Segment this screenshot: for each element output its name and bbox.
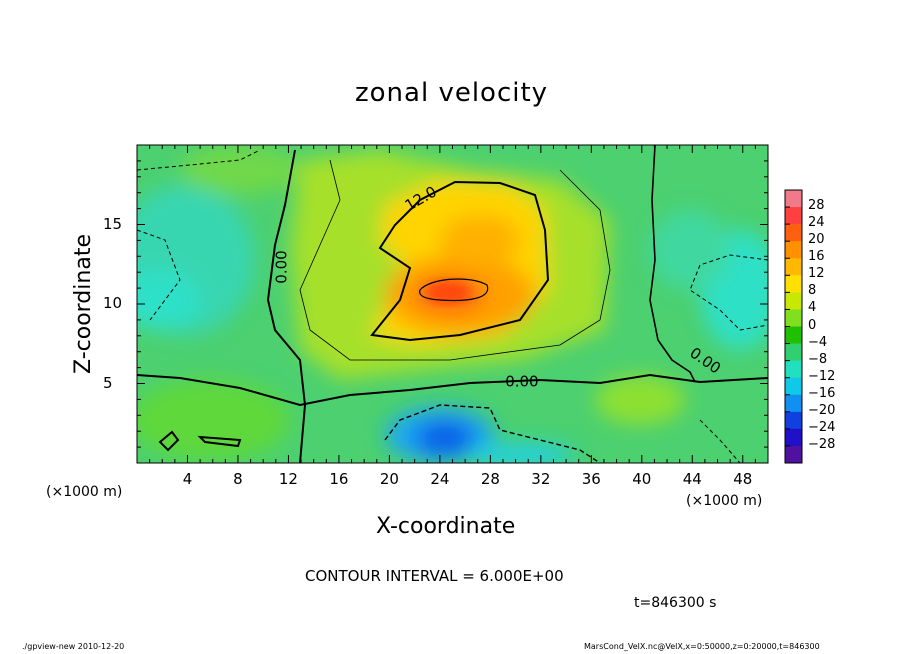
x-tick-label: 44 [682,470,702,488]
contour-0-right [649,145,696,383]
contour-0-small2 [197,435,242,448]
colorbar-segment [785,326,802,345]
contour-12 [370,180,550,342]
colorbar-segment [785,207,802,225]
x-tick-label: 36 [581,470,601,488]
colorbar-segment [785,309,802,327]
velocity-field [137,145,768,463]
colorbar-label: 0 [808,317,817,333]
y-tick-label: 5 [103,373,113,392]
colorbar-segment [785,224,802,242]
footer-left: ./gpview-new 2010-12-20 [22,642,125,651]
colorbar-segment [785,445,802,464]
colorbar-label: −20 [808,402,836,418]
colorbar-segment [785,241,802,259]
contour-neg6-left [137,149,261,321]
x-unit-right: (×1000 m) [686,493,763,509]
contour-neg6-bottom [384,404,601,463]
contour-18 [419,278,489,302]
colorbar-label: 16 [808,249,825,265]
x-tick-label: 32 [531,470,551,488]
y-tick-label: 15 [103,214,123,233]
x-tick-label: 4 [182,470,193,488]
colorbar-segment [785,411,802,430]
colorbar-label: −12 [808,368,836,384]
x-tick-label: 12 [278,470,298,488]
axis-ticks [137,145,768,463]
colorbar-label: −8 [808,351,828,367]
contour-interval: CONTOUR INTERVAL = 6.000E+00 [305,567,564,585]
contour-lines [137,145,768,463]
x-unit-left: (×1000 m) [46,484,123,500]
x-tick-label: 16 [329,470,349,488]
contour-label: 0.00 [272,250,291,285]
colorbar-segment [785,360,802,379]
colorbar-label: 8 [808,283,817,299]
footer-right: MarsCond_VelX.nc@VelX,x=0:50000,z=0:2000… [584,642,820,651]
colorbar-label: 20 [808,232,825,248]
time-label: t=846300 s [634,595,717,611]
x-tick-label: 20 [379,470,399,488]
colorbar-segment [785,428,802,447]
colorbar-label: 28 [808,198,825,214]
contour-0-bottom [137,373,768,407]
contour-6-thin [299,159,611,361]
y-axis-label: Z-coordinate [71,234,96,374]
contour-0-small1 [158,430,180,452]
colorbar-label: −4 [808,334,828,350]
x-tick-label: 48 [733,470,753,488]
colorbar-segment [785,343,802,362]
colorbar-label: −16 [808,385,836,401]
colorbar-segment [785,394,802,413]
colorbar-label: 24 [808,215,825,231]
colorbar-label: 12 [808,266,825,282]
colorbar-segment [785,292,802,310]
colorbar-segment [785,275,802,293]
colorbar-label: 4 [808,300,817,316]
x-tick-label: 40 [632,470,652,488]
contour-neg6-right [689,254,768,463]
colorbar-segment [785,377,802,396]
colorbar [784,189,803,464]
colorbar-segment [785,190,802,208]
colorbar-segment [785,258,802,276]
chart-title: zonal velocity [355,78,549,108]
x-axis-label: X-coordinate [376,514,516,539]
x-tick-label: 24 [430,470,450,488]
y-tick-label: 10 [103,294,123,312]
colorbar-label: −28 [808,436,836,452]
colorbar-label: −24 [808,419,836,435]
contour-label: 0.00 [505,372,539,391]
contour-0-left [266,149,307,463]
x-tick-label: 8 [233,470,243,488]
x-tick-label: 28 [480,470,500,488]
